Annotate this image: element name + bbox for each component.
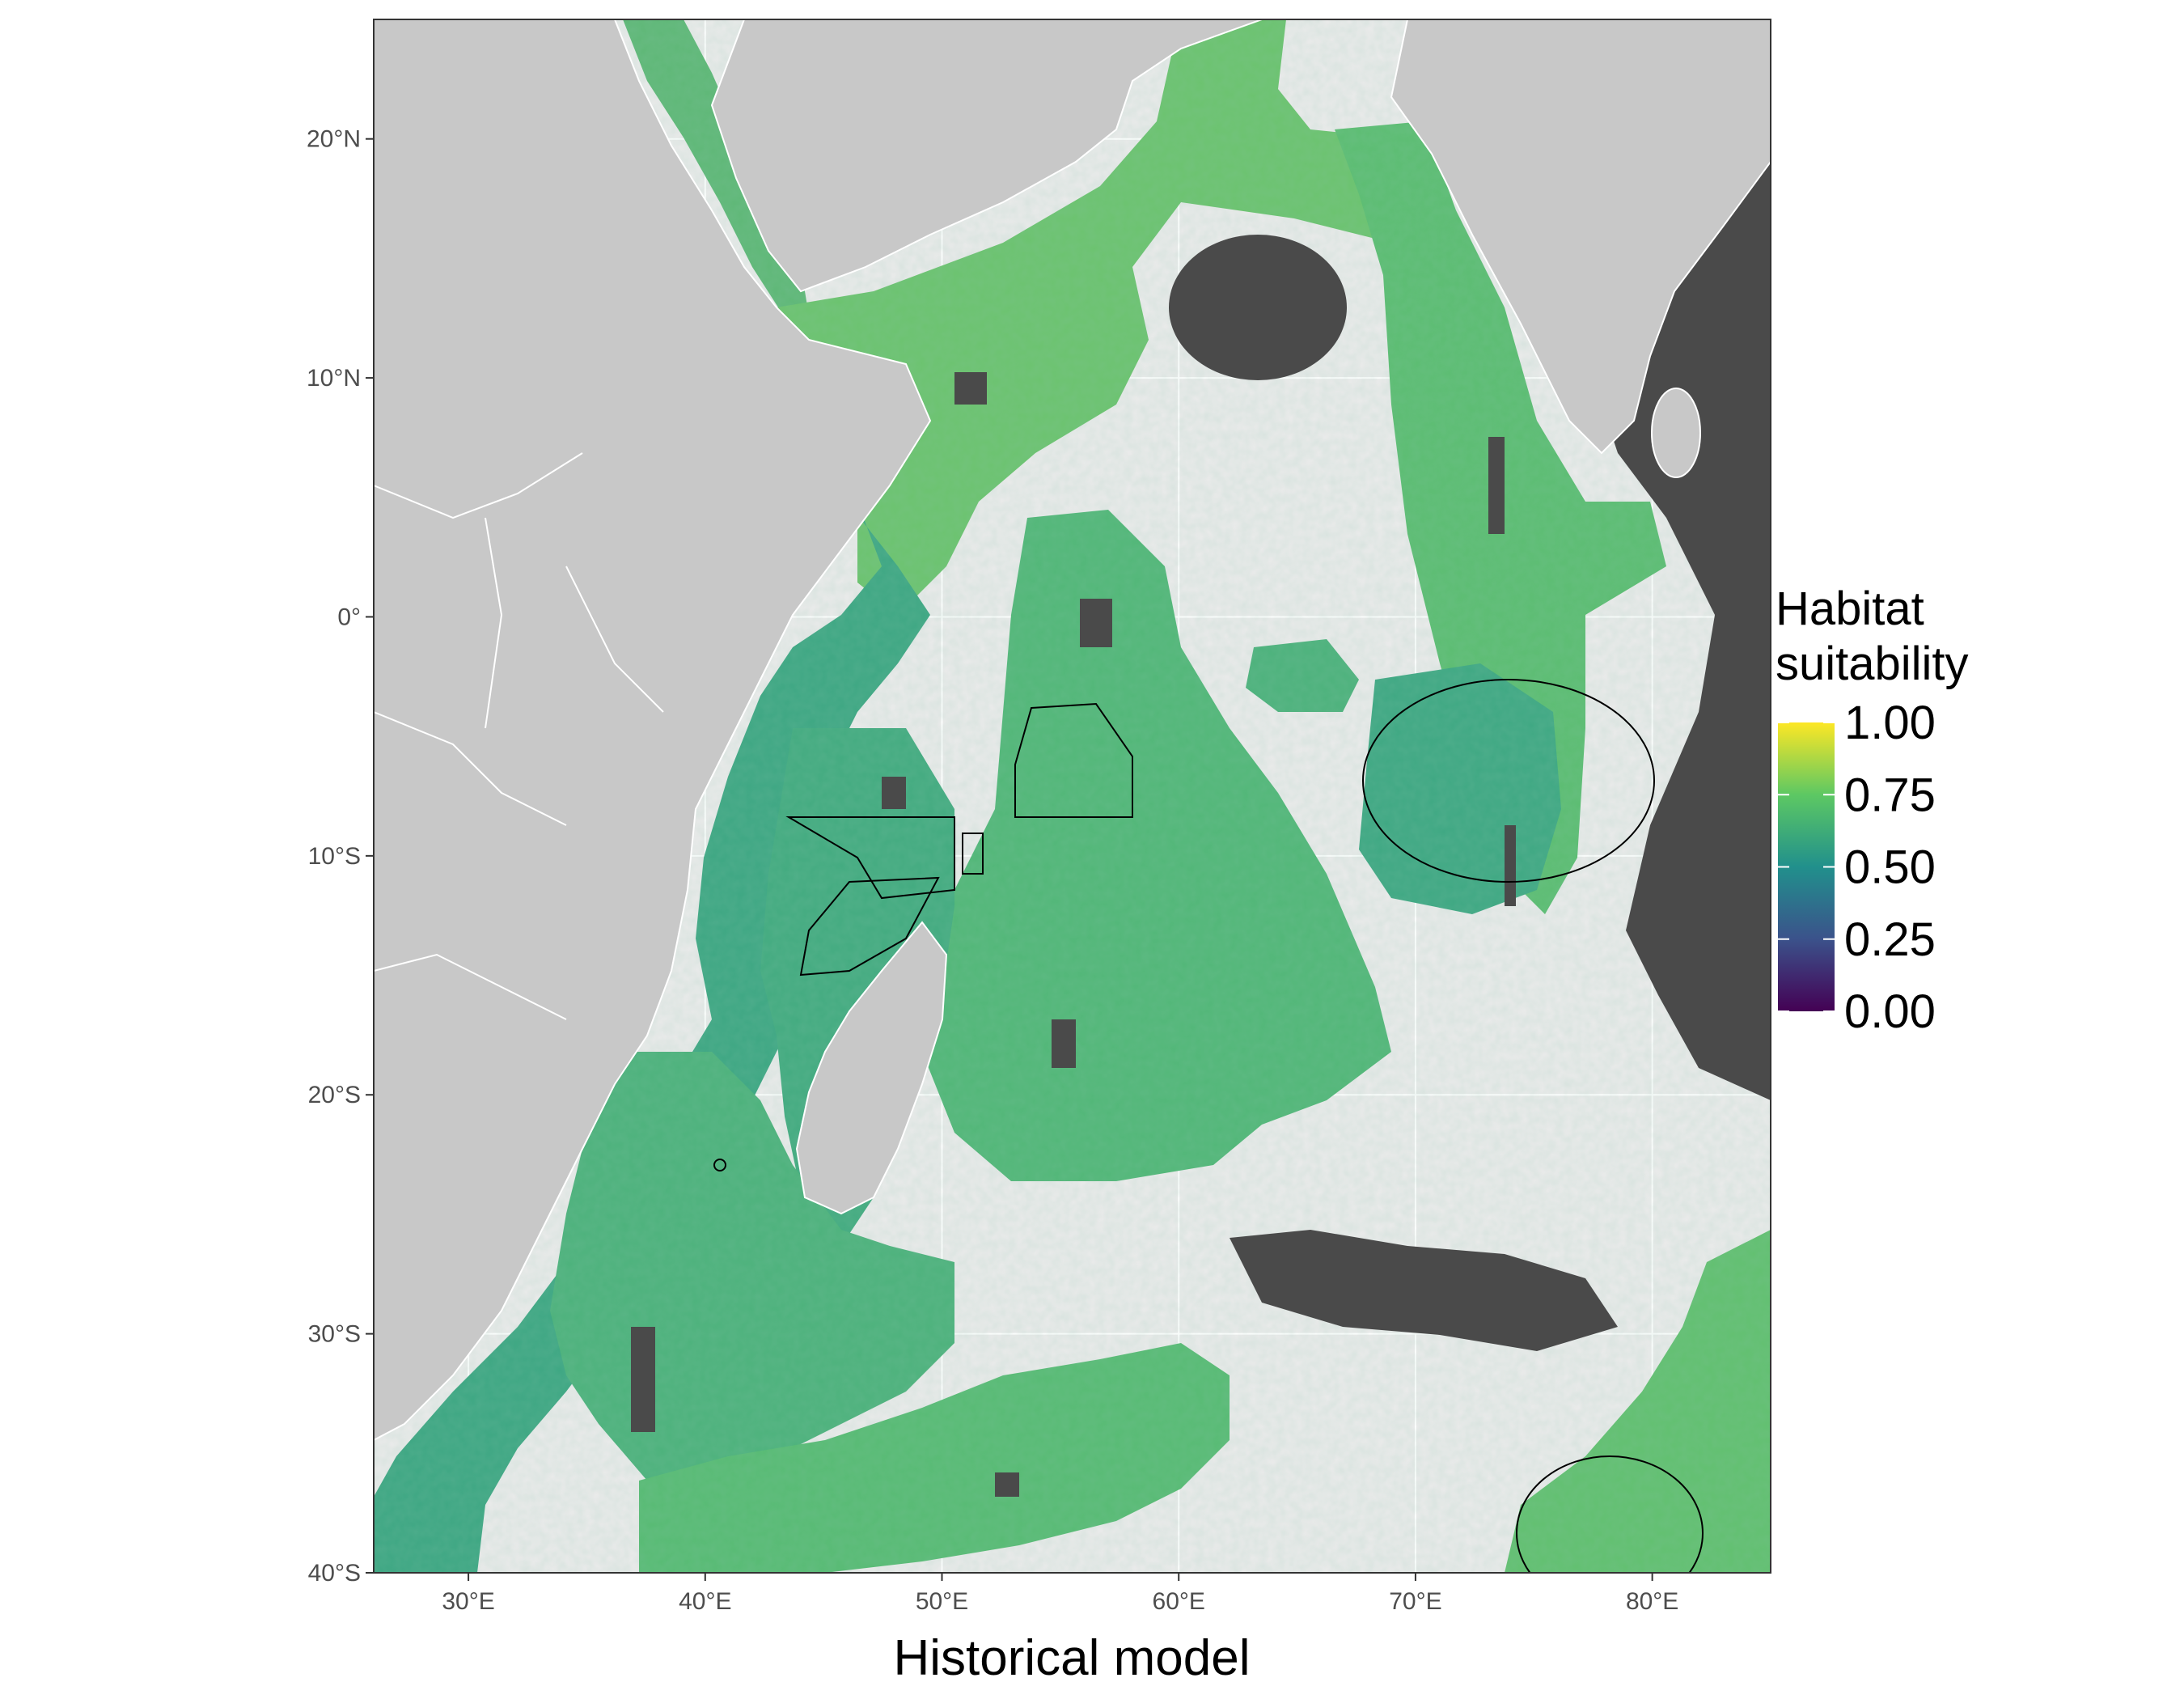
y-tick-label: 20°S [308, 1082, 361, 1108]
x-tick-label: 50°E [916, 1588, 968, 1615]
y-tick-label: 10°S [308, 843, 361, 870]
outline-mozambique-channel [799, 876, 940, 977]
mask-speck-3 [1488, 437, 1505, 534]
outline-comoros-box [785, 816, 955, 900]
mask-speck-7 [954, 372, 987, 405]
mask-speck-5 [631, 1327, 655, 1432]
x-tick-label: 80°E [1626, 1588, 1678, 1615]
land-madagascar [795, 921, 948, 1215]
map-panel [374, 19, 1771, 1573]
x-tick-label: 70°E [1389, 1588, 1441, 1615]
land-arabia [710, 19, 1263, 293]
mask-speck-4 [1505, 825, 1516, 906]
y-tick-label: 10°N [307, 365, 361, 392]
mask-speck-6 [995, 1472, 1019, 1497]
outline-small-box [962, 833, 984, 875]
legend-ticks: 1.00 0.75 0.50 0.25 0.00 [1778, 697, 1936, 1038]
x-tick-label: 40°E [679, 1588, 731, 1615]
land-india [1390, 19, 1771, 455]
mask-speck-8 [1052, 1019, 1076, 1068]
mask-southern-band [1230, 1230, 1618, 1351]
y-tick-label: 20°N [307, 126, 361, 153]
outline-chagos [1362, 679, 1655, 883]
y-axis: 20°N 10°N 0° 10°S 20°S 30°S 40°S [307, 126, 374, 1587]
legend-break-label: 1.00 [1844, 697, 1936, 749]
x-tick-label: 30°E [442, 1588, 494, 1615]
legend-break-label: 0.00 [1844, 985, 1936, 1038]
legend: Habitat suitability 1.00 0.75 0.50 0.25 0.00 [1776, 583, 1969, 1038]
outline-europa-island [713, 1159, 726, 1172]
border-east-africa [374, 452, 664, 1020]
x-tick-label: 60°E [1153, 1588, 1205, 1615]
y-tick-label: 0° [337, 604, 361, 630]
protected-area-outlines [713, 679, 1704, 1573]
y-tick-label: 30°S [308, 1321, 361, 1348]
mask-arabian-sea-center [1169, 235, 1347, 380]
legend-title-line1: Habitat [1776, 583, 1924, 635]
land-masses [374, 19, 1771, 1442]
outline-prince-edward [1516, 1455, 1704, 1573]
mask-speck-1 [1080, 599, 1112, 647]
mask-speck-2 [882, 777, 906, 809]
legend-title-line2: suitability [1776, 638, 1969, 690]
panel-border [373, 19, 1771, 1574]
x-axis: 30°E 40°E 50°E 60°E 70°E 80°E [442, 1573, 1678, 1615]
y-tick-label: 40°S [308, 1560, 361, 1587]
legend-break-label: 0.50 [1844, 841, 1936, 894]
x-axis-title: Historical model [893, 1630, 1250, 1686]
outline-seychelles [1014, 702, 1133, 818]
legend-break-label: 0.75 [1844, 769, 1936, 821]
legend-break-label: 0.25 [1844, 913, 1936, 966]
land-sri-lanka [1651, 388, 1701, 478]
land-africa [374, 19, 932, 1442]
